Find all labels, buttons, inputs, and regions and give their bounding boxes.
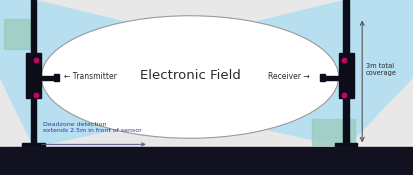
Text: ← Transmitter: ← Transmitter	[64, 72, 117, 82]
Polygon shape	[30, 0, 346, 147]
Text: Receiver →: Receiver →	[268, 72, 310, 82]
Bar	[312, 119, 355, 145]
Bar	[0, 147, 413, 175]
Bar	[31, 0, 36, 147]
Polygon shape	[346, 0, 413, 147]
Bar	[26, 52, 41, 98]
Text: Deadzone detection
extends 2.5m in front of sensor: Deadzone detection extends 2.5m in front…	[43, 122, 142, 133]
Ellipse shape	[41, 16, 339, 138]
Text: 3m total
coverage: 3m total coverage	[366, 64, 396, 76]
Bar	[41, 76, 56, 80]
Bar	[335, 143, 357, 147]
Bar	[339, 52, 354, 98]
Text: Electronic Field: Electronic Field	[140, 69, 240, 82]
Polygon shape	[34, 0, 350, 147]
Bar	[343, 0, 349, 147]
Bar	[324, 76, 339, 80]
Bar	[320, 74, 325, 81]
Bar	[54, 74, 59, 81]
Bar	[22, 143, 45, 147]
Bar	[4, 19, 35, 49]
Polygon shape	[0, 0, 34, 147]
